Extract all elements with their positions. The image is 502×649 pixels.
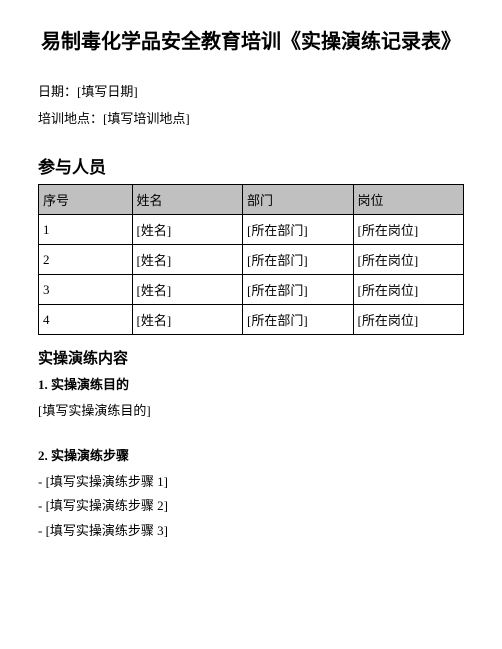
participants-heading: 参与人员	[38, 153, 464, 178]
cell-name: [姓名]	[132, 275, 243, 305]
cell-idx: 1	[39, 215, 133, 245]
meta-date: 日期：[填写日期]	[38, 80, 464, 105]
cell-idx: 3	[39, 275, 133, 305]
table-row: 2 [姓名] [所在部门] [所在岗位]	[39, 245, 464, 275]
cell-dept: [所在部门]	[243, 245, 354, 275]
purpose-heading: 1. 实操演练目的	[38, 374, 464, 393]
purpose-body: [填写实操演练目的]	[38, 399, 464, 422]
cell-idx: 2	[39, 245, 133, 275]
step-item: - [填写实操演练步骤 2]	[38, 494, 464, 519]
cell-role: [所在岗位]	[353, 245, 464, 275]
date-label: 日期：	[38, 84, 77, 99]
cell-role: [所在岗位]	[353, 305, 464, 335]
col-idx: 序号	[39, 185, 133, 215]
participants-table: 序号 姓名 部门 岗位 1 [姓名] [所在部门] [所在岗位] 2 [姓名] …	[38, 184, 464, 335]
document-title: 易制毒化学品安全教育培训《实操演练记录表》	[38, 28, 464, 56]
cell-name: [姓名]	[132, 305, 243, 335]
meta-location: 培训地点：[填写培训地点]	[38, 107, 464, 132]
steps-heading: 2. 实操演练步骤	[38, 445, 464, 464]
table-header-row: 序号 姓名 部门 岗位	[39, 185, 464, 215]
col-dept: 部门	[243, 185, 354, 215]
table-row: 1 [姓名] [所在部门] [所在岗位]	[39, 215, 464, 245]
cell-name: [姓名]	[132, 245, 243, 275]
cell-role: [所在岗位]	[353, 275, 464, 305]
content-heading: 实操演练内容	[38, 347, 464, 368]
cell-name: [姓名]	[132, 215, 243, 245]
cell-dept: [所在部门]	[243, 275, 354, 305]
cell-idx: 4	[39, 305, 133, 335]
col-name: 姓名	[132, 185, 243, 215]
col-role: 岗位	[353, 185, 464, 215]
cell-role: [所在岗位]	[353, 215, 464, 245]
location-value: [填写培训地点]	[103, 111, 190, 126]
table-row: 3 [姓名] [所在部门] [所在岗位]	[39, 275, 464, 305]
cell-dept: [所在部门]	[243, 215, 354, 245]
step-item: - [填写实操演练步骤 1]	[38, 470, 464, 495]
table-row: 4 [姓名] [所在部门] [所在岗位]	[39, 305, 464, 335]
date-value: [填写日期]	[77, 84, 138, 99]
cell-dept: [所在部门]	[243, 305, 354, 335]
location-label: 培训地点：	[38, 111, 103, 126]
step-item: - [填写实操演练步骤 3]	[38, 519, 464, 544]
